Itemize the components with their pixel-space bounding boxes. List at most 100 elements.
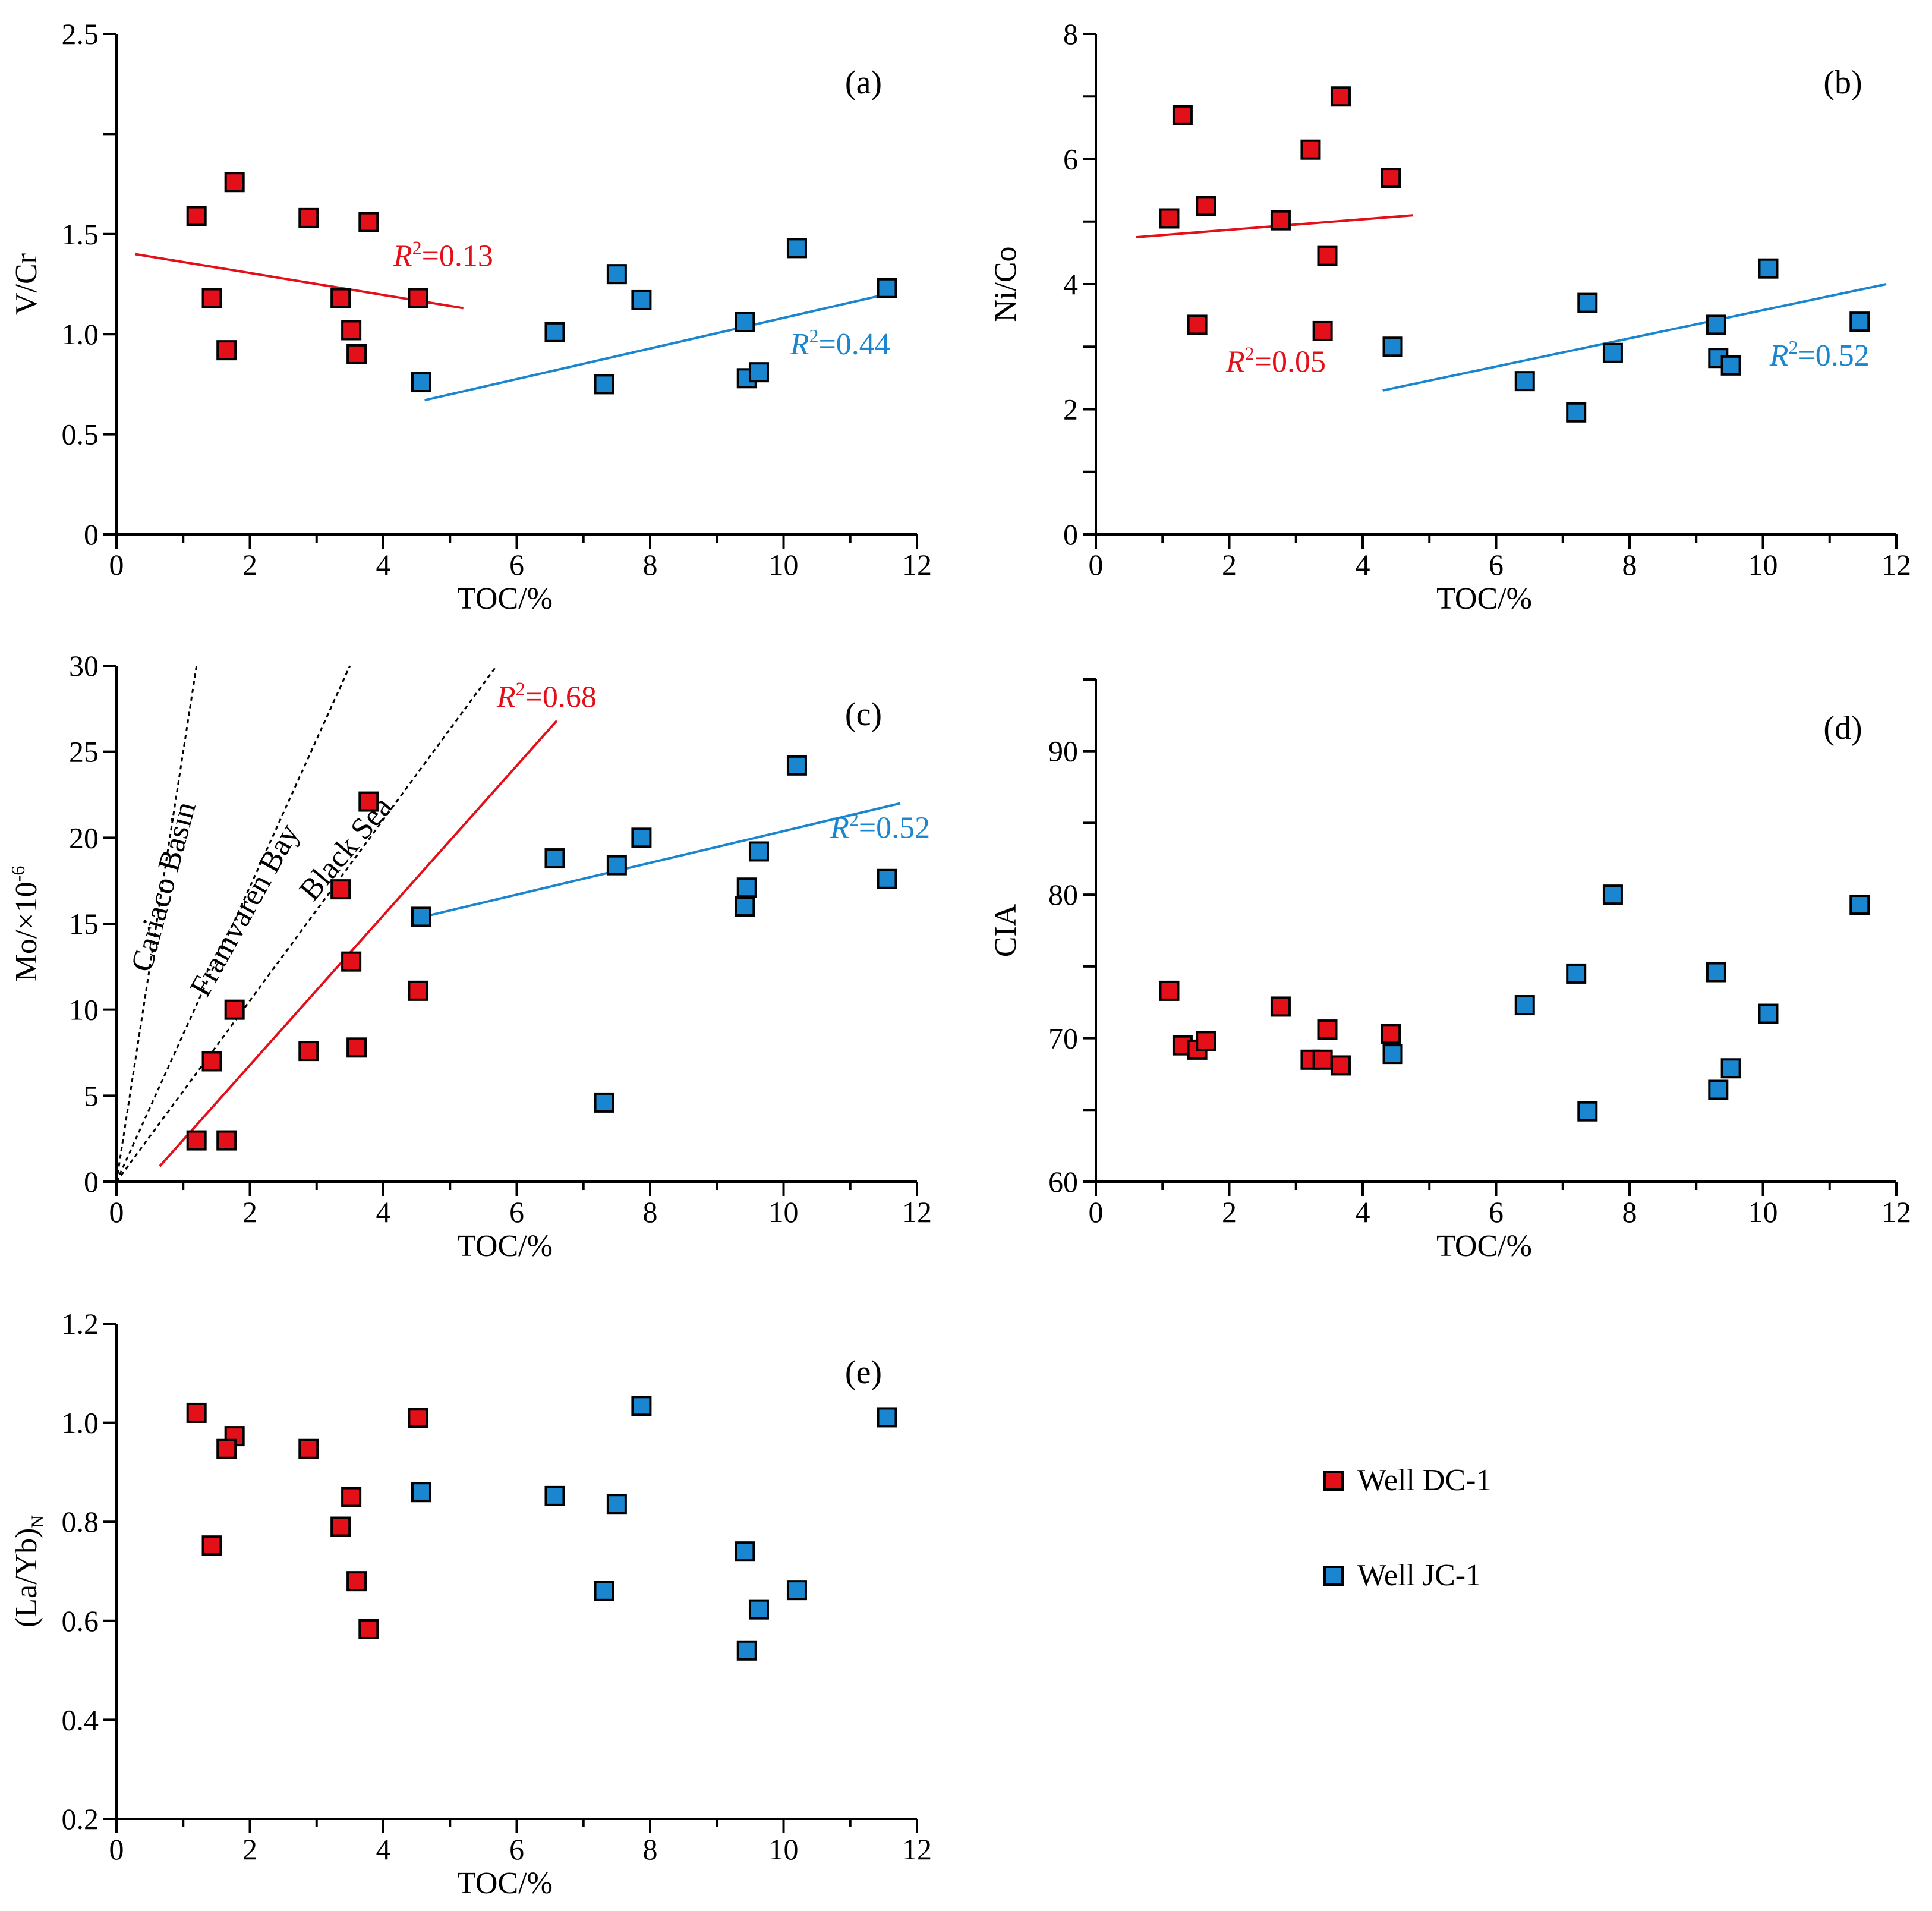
data-point-jc1 [1602,884,1623,905]
data-point-dc1 [346,344,367,364]
x-tick-label: 8 [643,1833,658,1866]
data-point-jc1 [1720,355,1741,376]
data-point-jc1 [877,1407,897,1428]
data-point-jc1 [631,827,652,848]
data-point-dc1 [298,1438,319,1459]
data-point-jc1 [1514,995,1535,1016]
x-tick-label: 0 [1089,1195,1104,1229]
data-point-jc1 [735,896,755,917]
reference-line [115,665,351,1182]
data-point-dc1 [1270,210,1291,231]
r-value: =0.05 [1255,345,1326,379]
r-squared-label-jc1: R2=0.44 [790,325,890,361]
x-axis-title: TOC/% [457,582,553,616]
x-tick-label: 6 [509,1833,524,1866]
data-point-dc1 [1196,1031,1216,1051]
x-tick-label: 8 [1622,548,1637,581]
panel-label: (c) [845,696,882,733]
data-point-dc1 [298,1041,319,1062]
data-point-dc1 [1317,245,1338,266]
y-axis-title: CIA [989,903,1023,957]
data-point-jc1 [786,238,807,259]
panel-label: (e) [845,1354,882,1391]
y-tick-label: 10 [69,993,99,1027]
y-tick-label: 8 [1063,17,1078,51]
x-tick-label: 0 [109,1833,124,1866]
x-tick-label: 12 [1881,548,1911,581]
data-point-jc1 [1720,1058,1741,1079]
y-tick-label: 0 [84,1165,99,1198]
x-tick-label: 10 [769,548,799,581]
x-axis-title: TOC/% [457,1866,553,1900]
data-point-dc1 [186,1130,207,1151]
r-squared-label-dc1: R2=0.68 [496,678,597,714]
legend-marker-jc1 [1323,1566,1344,1586]
data-point-jc1 [606,264,627,285]
y-tick-label: 0.5 [62,418,99,451]
data-point-dc1 [1159,980,1180,1001]
legend-marker-dc1 [1323,1471,1344,1491]
y-tick-label: 0.6 [62,1604,99,1638]
data-point-dc1 [330,288,351,308]
data-point-jc1 [1706,314,1726,335]
y-axis-title-text: Ni/Co [989,246,1023,322]
y-tick-label: 20 [69,821,99,854]
reference-line [115,665,498,1182]
data-point-jc1 [594,1581,614,1601]
data-point-dc1 [408,1408,428,1428]
y-tick-label: 2.5 [62,17,99,51]
data-point-jc1 [544,1485,565,1506]
x-tick-label: 12 [1881,1195,1911,1229]
reference-line [115,665,198,1182]
data-point-dc1 [341,951,362,972]
x-tick-label: 10 [1748,1195,1778,1229]
x-tick-label: 8 [643,548,658,581]
data-point-dc1 [1330,1055,1351,1076]
x-axis-title: TOC/% [1436,582,1532,616]
data-point-dc1 [1330,86,1351,107]
data-point-dc1 [1381,168,1401,188]
data-point-dc1 [330,1516,351,1537]
data-point-jc1 [411,906,431,927]
data-point-jc1 [786,1580,807,1601]
reference-line-label: Cariaco Basin [125,798,203,975]
chart-panel-e: 0.2 0.4 0.6 0.8 1.0 1.2 0 2 4 6 8 10 12 TOC/% (La/Yb)N… [10,1307,932,1900]
r-symbol: R [393,240,412,273]
y-axis-title-superscript: -6 [7,866,29,882]
y-axis-title: (La/Yb)N [10,1515,48,1627]
x-tick-label: 4 [1356,1195,1370,1229]
x-tick-label: 6 [509,1195,524,1229]
data-point-jc1 [1566,402,1587,423]
r-symbol: R [1769,339,1789,373]
data-point-jc1 [736,1640,757,1661]
data-point-dc1 [1172,105,1193,125]
data-point-dc1 [216,1130,237,1151]
x-tick-label: 6 [1489,1195,1504,1229]
x-axis-title: TOC/% [1436,1229,1532,1263]
r-superscript: 2 [516,678,525,699]
x-tick-label: 6 [509,548,524,581]
data-point-jc1 [606,1494,627,1515]
r-value: =0.68 [525,680,597,714]
data-point-jc1 [1849,895,1870,915]
data-point-jc1 [411,372,431,393]
x-tick-label: 8 [643,1195,658,1229]
reference-line-label: Framvaren Bay [184,818,306,1002]
y-tick-label: 70 [1048,1022,1078,1055]
y-axis-title-text: V/Cr [10,253,43,315]
x-tick-label: 8 [1622,1195,1637,1229]
data-point-dc1 [330,879,351,900]
data-point-jc1 [1849,311,1870,332]
data-point-jc1 [1602,342,1623,363]
x-tick-label: 4 [376,548,391,581]
data-point-dc1 [1381,1024,1401,1044]
y-tick-label: 5 [84,1079,99,1112]
data-point-dc1 [224,172,245,193]
y-tick-label: 80 [1048,878,1078,911]
data-point-jc1 [1706,962,1726,983]
y-tick-label: 2 [1063,393,1078,426]
y-tick-label: 15 [69,907,99,940]
data-point-jc1 [544,848,565,869]
x-tick-label: 4 [1356,548,1370,581]
